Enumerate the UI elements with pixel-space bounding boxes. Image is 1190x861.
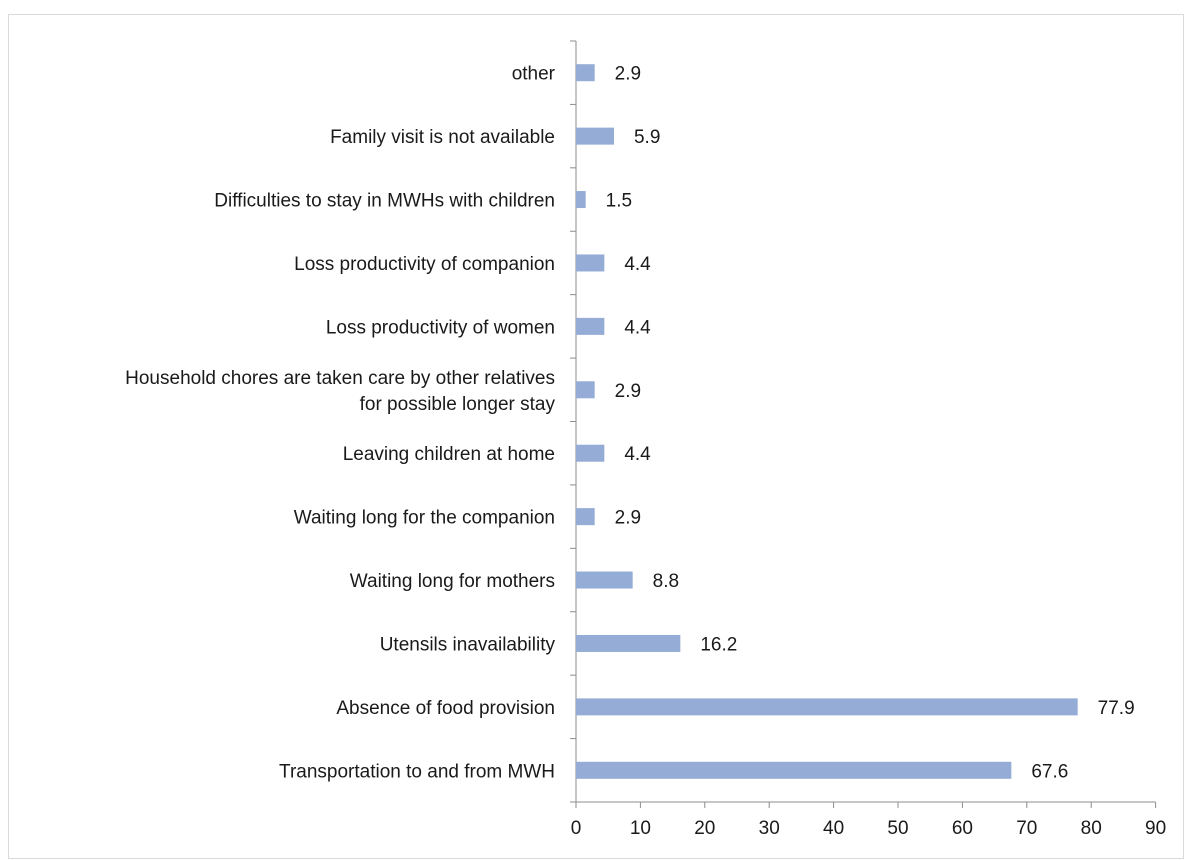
x-tick-label: 30 [759, 818, 780, 839]
category-label: Difficulties to stay in MWHs with childr… [214, 191, 555, 212]
data-label: 67.6 [1031, 761, 1068, 782]
bar [576, 698, 1078, 716]
data-label: 2.9 [615, 381, 641, 402]
data-label: 1.5 [606, 191, 632, 212]
bar [576, 444, 605, 462]
category-label: Utensils inavailability [380, 634, 556, 655]
x-tick-label: 90 [1145, 818, 1166, 839]
chart-frame: 0 10 20 30 40 50 60 70 80 90 67.6 Transportation to… [8, 14, 1184, 859]
bar [576, 508, 595, 526]
x-tick-label: 0 [571, 818, 582, 839]
data-label: 77.9 [1098, 698, 1135, 719]
bar [576, 317, 605, 335]
category-label: Waiting long for mothers [350, 571, 555, 592]
data-label: 5.9 [634, 127, 660, 148]
bar [576, 127, 614, 145]
data-label: 2.9 [615, 508, 641, 529]
category-label: other [512, 64, 556, 85]
x-tick-label: 70 [1016, 818, 1037, 839]
bar-chart: 0 10 20 30 40 50 60 70 80 90 67.6 Transportation to… [125, 40, 1166, 839]
category-label: Absence of food provision [336, 698, 555, 719]
data-label: 2.9 [615, 64, 641, 85]
x-tick-label: 50 [887, 818, 908, 839]
x-tick-label: 20 [694, 818, 715, 839]
category-label: Leaving children at home [343, 444, 555, 465]
x-tick-label: 60 [952, 818, 973, 839]
bar [576, 761, 1012, 779]
bar [576, 254, 605, 272]
category-label: Family visit is not available [330, 127, 555, 148]
category-label: Waiting long for the companion [294, 508, 555, 529]
data-label: 8.8 [653, 571, 679, 592]
x-tick-label: 40 [823, 818, 844, 839]
data-label: 4.4 [624, 254, 651, 275]
x-tick-label: 80 [1081, 818, 1102, 839]
x-tick-label: 10 [630, 818, 651, 839]
category-label: Transportation to and from MWH [279, 761, 555, 782]
bar [576, 634, 681, 652]
category-label: Loss productivity of women [326, 317, 555, 338]
data-label: 4.4 [624, 444, 651, 465]
category-label: Household chores are taken care by other… [125, 368, 555, 415]
bar [576, 571, 633, 589]
category-label: Loss productivity of companion [294, 254, 555, 275]
data-label: 16.2 [700, 634, 737, 655]
bar [576, 64, 595, 82]
bar [576, 191, 586, 209]
data-label: 4.4 [624, 317, 651, 338]
bar [576, 381, 595, 399]
